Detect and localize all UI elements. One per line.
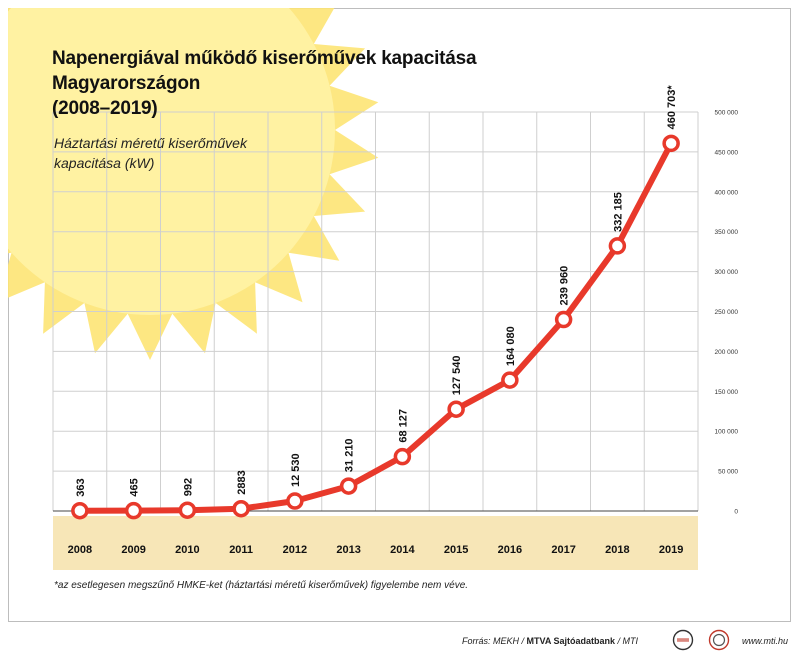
y-tick-label: 250 000 xyxy=(715,309,739,316)
x-tick-label: 2011 xyxy=(229,544,253,556)
data-label: 460 703* xyxy=(666,85,678,130)
frame-mask-left xyxy=(0,0,8,658)
x-tick-label: 2010 xyxy=(175,544,199,556)
x-tick-label: 2015 xyxy=(444,544,468,556)
y-tick-label: 400 000 xyxy=(715,189,739,196)
mti-logo-icon xyxy=(708,629,730,651)
y-axis-label-line-2: kapacitása (kW) xyxy=(54,155,155,171)
y-tick-label: 100 000 xyxy=(715,429,739,436)
x-tick-label: 2016 xyxy=(498,544,522,556)
data-label: 465 xyxy=(129,478,141,496)
source-prefix: Forrás: MEKH / xyxy=(462,636,527,646)
data-label: 164 080 xyxy=(505,326,517,366)
chart-title-line-1: Napenergiával működő kiserőművek kapacit… xyxy=(52,48,477,69)
data-label: 363 xyxy=(75,478,87,496)
data-point xyxy=(232,499,250,518)
data-point xyxy=(662,134,680,153)
y-tick-label: 200 000 xyxy=(715,349,739,356)
y-tick-label: 450 000 xyxy=(715,149,739,156)
x-tick-label: 2013 xyxy=(336,544,360,556)
data-point xyxy=(339,477,358,495)
chart-title-line-3: (2008–2019) xyxy=(52,98,158,119)
y-tick-label: 50 000 xyxy=(718,469,738,476)
data-point xyxy=(608,237,627,255)
x-tick-label: 2009 xyxy=(121,544,145,556)
x-tick-label: 2019 xyxy=(659,544,683,556)
data-point xyxy=(286,492,304,510)
data-label: 992 xyxy=(182,478,194,496)
data-label: 2883 xyxy=(236,470,248,494)
source-credit: Forrás: MEKH / MTVA Sajtóadatbank / MTI xyxy=(462,636,638,646)
x-tick-label: 2008 xyxy=(68,544,92,556)
data-point xyxy=(393,447,412,466)
x-tick-label: 2018 xyxy=(605,544,629,556)
data-label: 31 210 xyxy=(344,438,356,472)
series-line xyxy=(76,140,675,514)
source-suffix: / MTI xyxy=(615,636,639,646)
y-tick-label: 350 000 xyxy=(715,229,739,236)
data-label: 68 127 xyxy=(397,409,409,443)
data-label: 127 540 xyxy=(451,355,463,395)
data-label: 12 530 xyxy=(290,453,302,487)
sun-disc xyxy=(0,0,335,315)
data-point xyxy=(501,371,519,389)
y-tick-label: 0 xyxy=(734,509,738,516)
data-point xyxy=(71,501,89,520)
y-tick-label: 300 000 xyxy=(715,269,739,276)
website-link[interactable]: www.mti.hu xyxy=(742,636,789,646)
x-tick-label: 2014 xyxy=(390,544,415,556)
source-bold: MTVA Sajtóadatbank xyxy=(526,636,616,646)
data-point xyxy=(447,400,465,418)
y-tick-label: 500 000 xyxy=(715,110,739,117)
data-point xyxy=(124,501,143,520)
data-point xyxy=(178,501,197,519)
y-axis-label-line-1: Háztartási méretű kiserőművek xyxy=(54,135,247,151)
data-point xyxy=(554,310,573,329)
frame-mask-top xyxy=(0,0,799,8)
data-label: 332 185 xyxy=(612,192,624,232)
x-tick-label: 2012 xyxy=(283,544,307,556)
chart-title: Napenergiával működő kiserőművek kapacit… xyxy=(52,46,477,121)
footnote: *az esetlegesen megszűnő HMKE-ket (házta… xyxy=(54,580,469,591)
y-axis-label: Háztartási méretű kiserőművek kapacitása… xyxy=(54,133,247,173)
chart-title-line-2: Magyarországon xyxy=(52,73,201,94)
year-band xyxy=(53,516,698,570)
data-label: 239 960 xyxy=(559,266,571,306)
x-tick-label: 2017 xyxy=(551,544,575,556)
mtva-logo-icon xyxy=(672,629,694,651)
y-tick-label: 150 000 xyxy=(715,389,739,396)
